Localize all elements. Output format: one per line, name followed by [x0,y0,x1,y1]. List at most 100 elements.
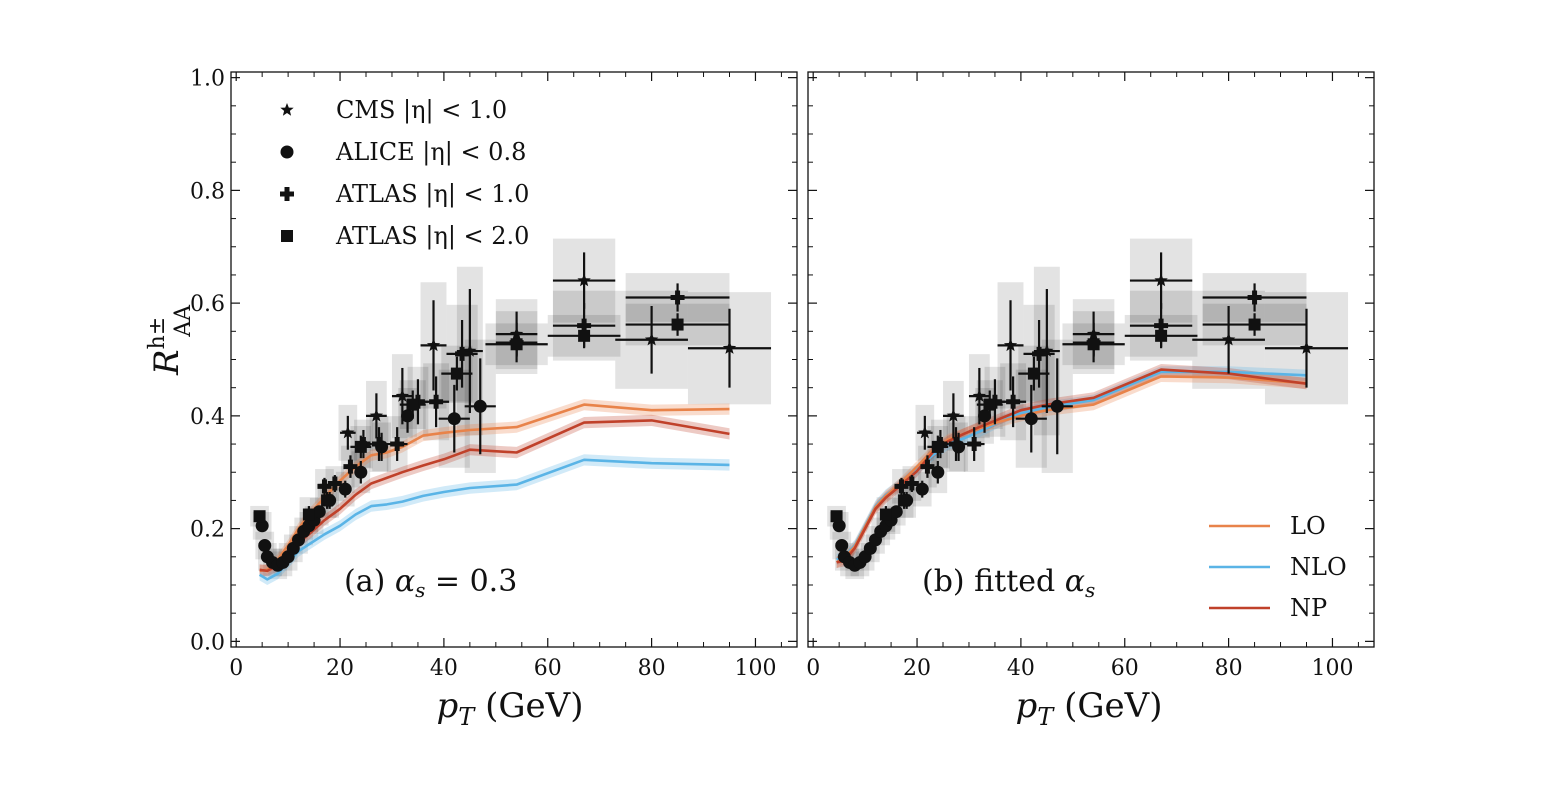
data-point-star [644,332,659,346]
data-point-star [1299,341,1314,354]
data-point-plus [327,476,342,491]
x-tick-label: 100 [1311,656,1353,681]
band-nlo [259,454,730,585]
data-point-square [671,318,684,331]
data-point-plus [343,459,358,474]
x-axis-title-a: pT (GeV) [437,686,584,731]
data-point-square [1155,329,1168,342]
data-point-plus [670,290,685,305]
data-point-circle [915,482,929,496]
data-point-circle [255,519,269,533]
x-tick-label: 60 [534,656,562,681]
data-point-circle [889,505,903,519]
data-point-star [1086,327,1101,340]
legend-label: LO [1290,512,1326,540]
data-point-star [509,327,524,340]
data-point-star [1040,344,1054,357]
legend-experiments: CMS |η| < 1.0 ALICE |η| < 0.8 ATLAS |η| < … [280,96,529,251]
data-point-plus [577,318,592,333]
data-point-square [931,440,944,453]
data-point-square [1087,338,1100,351]
data-point-circle [835,539,849,553]
x-tick-label: 20 [903,656,931,681]
panel-a: 0 20 40 60 80 100 0.0 0.2 0.4 0.6 0.8 1.0 (a) αs = … [145,67,798,731]
data-point-square [830,510,843,523]
data-point-circle [1050,399,1064,413]
y-tick-label: 0.6 [190,292,225,317]
x-axis-title-b: pT (GeV) [1016,686,1163,731]
data-point-square [253,510,266,523]
data-point-circle [832,519,846,533]
data-point-star [395,389,409,402]
x-tick-label: 80 [1215,656,1243,681]
annotation-a: (a) αs = 0.3 [344,564,517,602]
x-tick-label: 20 [326,656,354,681]
data-point-star [1154,273,1168,287]
axis-ticks-b: 0 20 40 60 80 100 [806,72,1374,681]
legend-label: CMS |η| < 1.0 [336,96,507,125]
data-markers-b [830,273,1314,572]
data-markers-a [253,273,737,572]
data-point-square [879,508,892,521]
data-point-circle [447,412,461,426]
data-point-star [1003,338,1018,352]
y-tick-label: 0.0 [190,630,225,655]
legend-marker-plus [280,187,294,201]
band-lo [836,370,1307,569]
data-point-plus [967,437,982,452]
legend-marker-square [281,230,293,242]
data-point-square [1248,318,1261,331]
data-point-square [406,398,419,411]
data-point-circle [312,505,326,519]
data-point-plus [390,437,405,452]
data-point-square [983,398,996,411]
data-point-star [463,344,477,357]
data-point-star [946,408,961,422]
y-tick-label: 0.4 [190,405,225,430]
data-point-star [1221,332,1236,346]
data-point-circle [978,409,992,423]
data-point-star [918,425,932,439]
data-point-square [354,440,367,453]
legend-marker-circle [280,145,294,159]
data-point-plus [894,479,909,494]
legend-label: NP [1290,594,1327,622]
data-point-plus [948,437,963,452]
data-point-plus [1247,290,1262,305]
legend-theory: LO NLO NP [1209,512,1347,622]
panel-b: 0 20 40 60 80 100 (b) fitted αs LO NLO NP pT (G… [806,71,1375,731]
data-point-star [722,341,737,354]
data-point-circle [338,482,352,496]
data-point-plus [904,476,919,491]
data-point-circle [1024,412,1038,426]
data-point-plus [1154,318,1169,333]
x-tick-label: 0 [806,656,820,681]
legend-label: ATLAS |η| < 1.0 [335,180,529,209]
annotation-b: (b) fitted αs [922,564,1095,602]
data-point-plus [1032,346,1047,361]
axis-ticks-a: 0 20 40 60 80 100 0.0 0.2 0.4 0.6 0.8 1.0 [190,67,797,681]
data-point-square [510,338,523,351]
legend-label: ATLAS |η| < 2.0 [335,222,529,251]
x-tick-label: 60 [1111,656,1139,681]
y-tick-label: 0.8 [190,179,225,204]
data-point-star [369,408,384,422]
data-point-circle [258,539,272,553]
data-point-plus [920,459,935,474]
y-axis-title: Rh±AA [145,304,196,376]
data-point-circle [354,465,368,479]
data-point-square [1027,367,1040,380]
data-point-star [577,273,591,287]
data-point-circle [473,399,487,413]
data-point-star [426,338,441,352]
data-point-star [972,389,986,402]
data-point-square [578,329,591,342]
data-point-plus [1006,394,1021,409]
legend-label: ALICE |η| < 0.8 [335,138,526,167]
curve-np [836,368,1307,564]
data-point-plus [317,479,332,494]
data-point-circle [931,465,945,479]
data-point-square [898,494,911,507]
x-tick-label: 100 [734,656,776,681]
data-point-circle [401,409,415,423]
